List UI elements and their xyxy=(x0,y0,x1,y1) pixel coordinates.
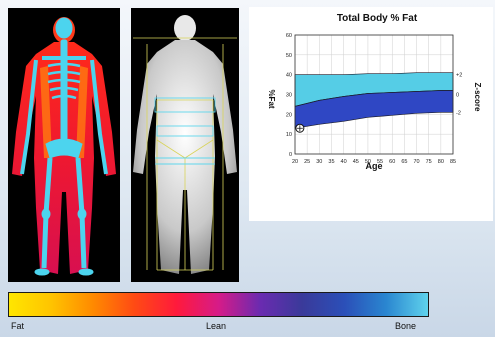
chart-axes xyxy=(294,34,454,155)
x-tick-label: 50 xyxy=(365,159,371,165)
colorbar-fat-label: Fat xyxy=(11,321,25,331)
chart-title: Total Body % Fat xyxy=(337,13,418,24)
grayscale-body-silhouette xyxy=(133,15,237,274)
x-axis-label: Age xyxy=(365,161,382,171)
z-score-tick-label: +2 xyxy=(456,73,462,79)
x-tick-label: 45 xyxy=(353,159,359,165)
x-tick-label: 20 xyxy=(292,159,298,165)
y-tick-label: 10 xyxy=(286,132,292,138)
x-tick-label: 75 xyxy=(426,159,432,165)
x-tick-label: 30 xyxy=(316,159,322,165)
y-axis-label: %Fat xyxy=(267,89,276,108)
patient-points xyxy=(295,123,305,133)
z-score-tick-label: -2 xyxy=(456,110,461,116)
y-tick-label: 40 xyxy=(286,73,292,79)
z-score-tick-label: 0 xyxy=(456,93,459,99)
x-tick-label: 60 xyxy=(389,159,395,165)
roi-box-lines xyxy=(154,97,216,165)
body-composition-color-scan xyxy=(8,8,120,282)
x-tick-label: 35 xyxy=(328,159,334,165)
colorbar-bone-label: Bone xyxy=(395,321,417,331)
x-tick-label: 55 xyxy=(377,159,383,165)
chart-bands xyxy=(294,72,454,129)
patient-point-crosshair xyxy=(296,125,303,132)
z-score-axis-label: Z-score xyxy=(473,83,482,112)
y-axis-ticks: 0 10 20 30 40 50 60 xyxy=(286,33,292,158)
x-tick-label: 25 xyxy=(304,159,310,165)
y-tick-label: 0 xyxy=(289,152,292,158)
tissue-color-scale-bar xyxy=(8,292,429,317)
fat-tissue-silhouette xyxy=(12,17,116,274)
x-axis-ticks: 20 25 30 35 40 45 50 55 60 65 70 75 80 85 xyxy=(292,159,456,165)
y-tick-label: 30 xyxy=(286,93,292,99)
plot-frame xyxy=(294,34,454,155)
x-tick-label: 40 xyxy=(341,159,347,165)
y-tick-label: 20 xyxy=(286,112,292,118)
x-tick-label: 70 xyxy=(413,159,419,165)
colorbar-lean-label: Lean xyxy=(206,321,227,331)
bone-skeleton xyxy=(20,17,108,276)
body-fat-chart: Total Body % Fat 20 25 30 35 40 45 50 55 60 65 70 7… xyxy=(267,13,482,171)
z-score-ticks: +2 0 -2 xyxy=(456,73,462,117)
region-of-interest-lines xyxy=(133,37,237,271)
y-tick-label: 50 xyxy=(286,53,292,59)
body-fat-chart-card: Total Body % Fat 20 25 30 35 40 45 50 55 60 65 70 7… xyxy=(249,7,493,221)
dxa-grayscale-scan xyxy=(131,8,239,282)
y-tick-label: 60 xyxy=(286,33,292,39)
x-tick-label: 85 xyxy=(450,159,456,165)
x-tick-label: 65 xyxy=(401,159,407,165)
x-tick-label: 80 xyxy=(438,159,444,165)
